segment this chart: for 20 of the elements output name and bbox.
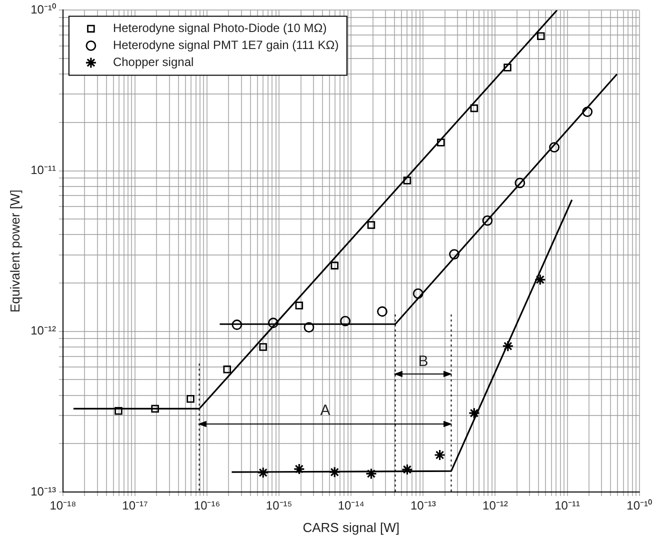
x-tick-label: 10⁻¹⁶	[194, 498, 220, 513]
x-tick-label: 10⁻¹¹	[554, 498, 580, 513]
legend-label: Heterodyne signal Photo-Diode (10 MΩ)	[112, 21, 327, 36]
x-axis-title: CARS signal [W]	[302, 520, 400, 535]
x-tick-label: 10⁻¹⁴	[338, 498, 364, 513]
x-tick-label: 10⁻¹⁷	[122, 498, 148, 513]
x-tick-label: 10⁻¹⁸	[50, 498, 76, 513]
y-tick-label: 10⁻¹³	[30, 484, 56, 498]
annotation: B	[418, 353, 428, 370]
legend-label: Chopper signal	[112, 55, 194, 70]
y-tick-label: 10⁻¹²	[30, 324, 56, 338]
x-tick-label: 10⁻¹⁵	[266, 498, 292, 513]
x-tick-label: 10⁻¹³	[410, 498, 436, 513]
x-tick-label: 10⁻¹²	[482, 498, 508, 513]
legend-label: Heterodyne signal PMT 1E7 gain (111 KΩ)	[112, 38, 339, 52]
y-tick-label: 10⁻¹¹	[30, 163, 56, 178]
annotation: A	[320, 402, 330, 420]
x-tick-label: 10⁻¹⁰	[626, 498, 652, 513]
y-tick-label: 10⁻¹⁰	[30, 2, 56, 17]
y-axis-title: Equivalent power [W]	[7, 190, 22, 313]
